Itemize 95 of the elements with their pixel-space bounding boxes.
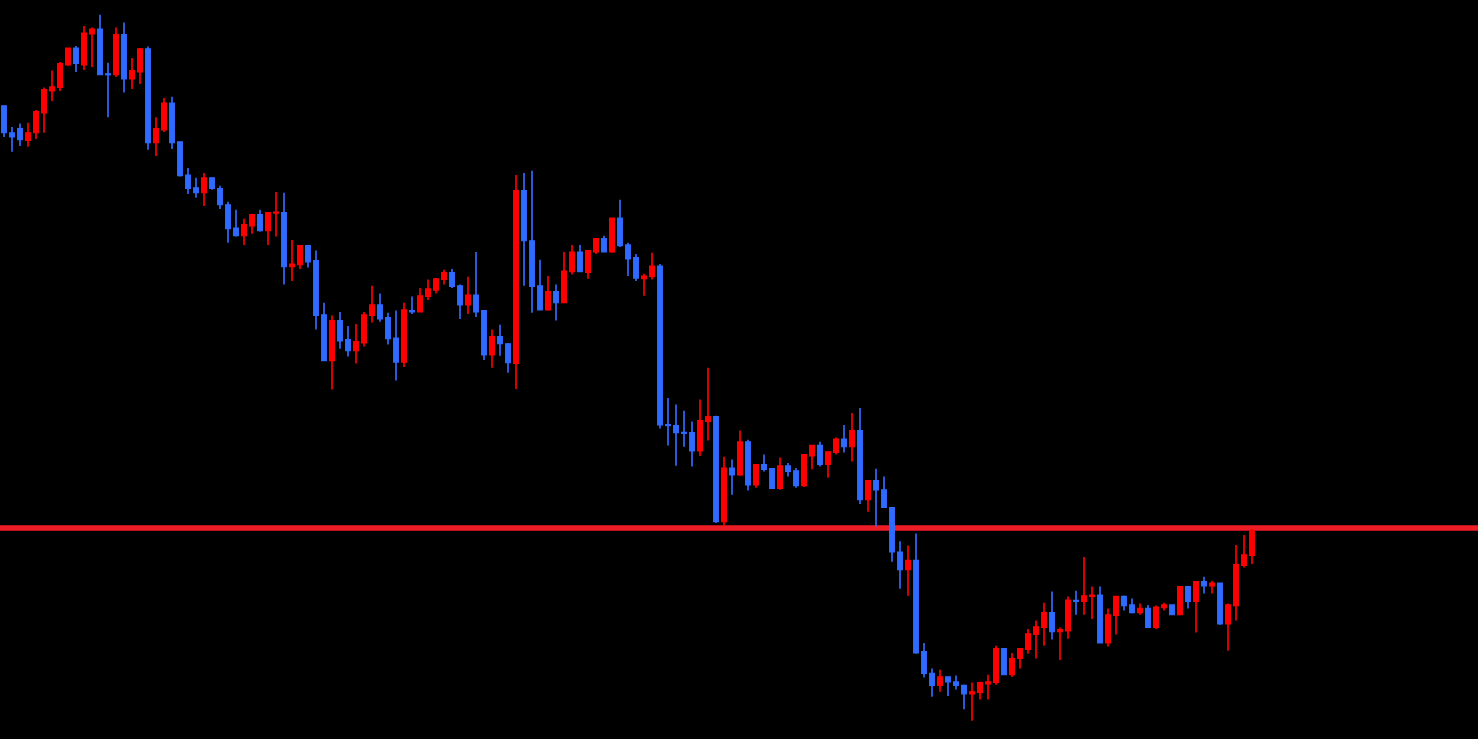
candlestick: [705, 366, 711, 442]
candlestick: [185, 167, 191, 195]
candlestick: [353, 323, 359, 365]
candlestick: [961, 683, 967, 711]
candlestick: [33, 109, 39, 140]
candlestick: [457, 283, 463, 320]
candlestick: [257, 208, 263, 233]
candlestick: [1057, 626, 1063, 661]
candlestick: [553, 283, 559, 322]
candlestick: [369, 285, 375, 324]
candlestick: [897, 540, 903, 590]
candlestick: [841, 424, 847, 454]
candlestick: [849, 412, 855, 463]
candlestick: [793, 467, 799, 489]
candlestick: [393, 309, 399, 382]
candlestick: [969, 681, 975, 722]
candlestick: [945, 676, 951, 697]
candlestick: [473, 251, 479, 318]
candlestick: [729, 458, 735, 496]
candlestick: [1185, 585, 1191, 610]
candlestick: [641, 273, 647, 297]
candlestick: [217, 184, 223, 210]
candlestick: [465, 275, 471, 315]
candlestick: [17, 122, 23, 147]
candlestick: [417, 287, 423, 313]
candlestick: [681, 409, 687, 448]
candlestick: [569, 244, 575, 276]
candlestick: [881, 475, 887, 509]
candlestick: [921, 642, 927, 679]
candlestick: [345, 325, 351, 358]
candlestick: [1089, 585, 1095, 620]
candlestick: [1145, 604, 1151, 629]
candlestick: [377, 292, 383, 323]
candlestick: [873, 467, 879, 528]
candlestick: [1049, 590, 1055, 641]
candlestick: [1081, 556, 1087, 616]
candlestick: [193, 177, 199, 199]
candlestick: [1025, 628, 1031, 655]
candlestick: [57, 61, 63, 92]
candlestick: [385, 311, 391, 346]
candlestick: [753, 463, 759, 489]
candlestick: [225, 201, 231, 244]
candlestick: [1241, 534, 1247, 569]
candlestick: [233, 208, 239, 238]
candlestick: [545, 275, 551, 312]
candlestick: [41, 86, 47, 134]
candlestick: [1041, 601, 1047, 647]
candlestick: [985, 673, 991, 701]
candlestick: [649, 251, 655, 281]
candlestick: [273, 191, 279, 238]
candlestick: [777, 456, 783, 491]
candlestick: [817, 441, 823, 468]
candlestick: [1009, 652, 1015, 678]
candlestick: [585, 249, 591, 280]
candlestick: [1113, 595, 1119, 636]
candlestick: [825, 450, 831, 479]
candlestick: [929, 667, 935, 698]
candlestick: [241, 217, 247, 246]
candlestick: [25, 121, 31, 148]
candlestick: [505, 342, 511, 374]
candlestick: [937, 668, 943, 693]
candlestick: [289, 239, 295, 282]
candlestick: [297, 244, 303, 270]
candlestick: [305, 244, 311, 269]
candlestick: [137, 47, 143, 85]
candlestick: [633, 253, 639, 282]
candlestick: [537, 258, 543, 311]
candlestick: [153, 116, 159, 157]
candlestick: [1073, 589, 1079, 616]
candlestick: [665, 397, 671, 447]
candlestick: [865, 479, 871, 513]
candlestick: [625, 241, 631, 277]
candlestick: [49, 69, 55, 102]
candlestick: [1017, 647, 1023, 670]
candlestick: [129, 57, 135, 90]
candlestick: [673, 403, 679, 467]
candlestick: [425, 278, 431, 301]
candlestick: [9, 126, 15, 153]
candlestick: [1033, 619, 1039, 660]
candlestick: [905, 544, 911, 597]
candlestick: [1225, 602, 1231, 652]
candlestick: [73, 45, 79, 73]
candlestick: [577, 244, 583, 273]
candlestick: [265, 211, 271, 246]
candlestick: [337, 311, 343, 350]
candlestick: [449, 268, 455, 289]
candlestick: [489, 328, 495, 369]
candlestick: [689, 420, 695, 468]
candlestick: [497, 323, 503, 357]
candlestick: [1193, 580, 1199, 634]
candlestick: [809, 444, 815, 471]
candlestick: [89, 26, 95, 68]
candlestick: [409, 295, 415, 315]
candlestick: [105, 61, 111, 119]
candlestick: [201, 172, 207, 207]
